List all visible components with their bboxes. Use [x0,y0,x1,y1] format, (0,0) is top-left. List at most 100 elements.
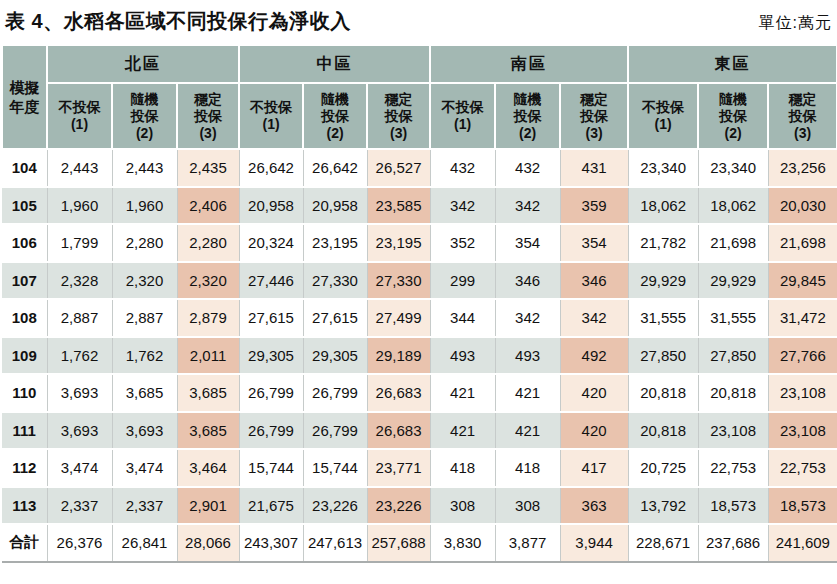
table-cell: 1,799 [47,224,112,262]
table-cell: 29,189 [367,337,430,375]
behavior-header: 隨機 投保 (2) [495,83,560,149]
behavior-header: 隨機 投保 (2) [698,83,768,149]
row-label: 111 [2,412,47,450]
table-cell: 26,799 [239,412,303,450]
table-cell: 243,307 [239,524,303,562]
table-cell: 23,771 [367,449,430,487]
row-label: 107 [2,262,47,300]
table-cell: 421 [495,374,560,412]
behavior-header: 不投保 (1) [628,83,698,149]
table-cell: 26,527 [367,149,430,187]
table-cell: 31,555 [698,299,768,337]
row-label: 112 [2,449,47,487]
table-cell: 431 [560,149,628,187]
table-cell: 241,609 [768,524,837,562]
table-cell: 26,683 [367,374,430,412]
table-cell: 15,744 [239,449,303,487]
table-cell: 21,698 [698,224,768,262]
table-cell: 2,328 [47,262,112,300]
table-cell: 2,879 [177,299,239,337]
row-label: 109 [2,337,47,375]
table-cell: 2,337 [112,487,177,525]
table-cell: 18,062 [698,187,768,225]
net-income-table: 模擬 年度 北區 中區 南區 東區 不投保 (1)隨機 投保 (2)穩定 投保 … [1,44,837,563]
table-cell: 257,688 [367,524,430,562]
behavior-header: 隨機 投保 (2) [112,83,177,149]
table-cell: 27,850 [628,337,698,375]
table-cell: 2,887 [47,299,112,337]
table-cell: 26,841 [112,524,177,562]
table-cell: 20,818 [698,374,768,412]
table-cell: 421 [430,374,495,412]
table-cell: 3,877 [495,524,560,562]
table-cell: 354 [560,224,628,262]
table-cell: 346 [560,262,628,300]
table-cell: 27,766 [768,337,837,375]
behavior-header-row: 不投保 (1)隨機 投保 (2)穩定 投保 (3)不投保 (1)隨機 投保 (2… [2,83,837,149]
table-cell: 418 [430,449,495,487]
table-cell: 20,030 [768,187,837,225]
table-title: 表 4、水稻各區域不同投保行為淨收入 [5,8,351,35]
table-cell: 352 [430,224,495,262]
table-cell: 20,818 [628,374,698,412]
table-cell: 23,108 [698,412,768,450]
table-cell: 26,642 [303,149,367,187]
table-row: 合計26,37626,84128,066243,307247,613257,68… [2,524,837,562]
table-cell: 29,305 [303,337,367,375]
table-cell: 2,443 [47,149,112,187]
table-cell: 3,693 [112,412,177,450]
table-cell: 21,698 [768,224,837,262]
table-cell: 23,226 [303,487,367,525]
table-cell: 493 [430,337,495,375]
table-cell: 31,472 [768,299,837,337]
table-cell: 2,887 [112,299,177,337]
table-head: 模擬 年度 北區 中區 南區 東區 不投保 (1)隨機 投保 (2)穩定 投保 … [2,45,837,149]
behavior-header: 隨機 投保 (2) [303,83,367,149]
table-cell: 359 [560,187,628,225]
table-cell: 29,845 [768,262,837,300]
table-cell: 2,406 [177,187,239,225]
table-cell: 20,958 [239,187,303,225]
behavior-header: 不投保 (1) [47,83,112,149]
table-cell: 3,693 [47,374,112,412]
table-cell: 3,474 [47,449,112,487]
table-cell: 1,762 [112,337,177,375]
table-cell: 1,762 [47,337,112,375]
table-row: 1072,3282,3202,32027,44627,33027,3302993… [2,262,837,300]
table-cell: 23,340 [698,149,768,187]
region-header-row: 模擬 年度 北區 中區 南區 東區 [2,45,837,83]
table-cell: 23,226 [367,487,430,525]
table-cell: 22,753 [698,449,768,487]
table-cell: 23,585 [367,187,430,225]
region-header-north: 北區 [47,45,239,83]
table-cell: 342 [495,299,560,337]
table-cell: 2,280 [112,224,177,262]
table-cell: 2,337 [47,487,112,525]
table-cell: 308 [495,487,560,525]
behavior-header: 穩定 投保 (3) [177,83,239,149]
table-cell: 26,799 [303,412,367,450]
table-cell: 26,799 [303,374,367,412]
table-row: 1113,6933,6933,68526,79926,79926,6834214… [2,412,837,450]
corner-header: 模擬 年度 [2,45,47,149]
table-cell: 27,850 [698,337,768,375]
table-cell: 432 [430,149,495,187]
behavior-header: 不投保 (1) [239,83,303,149]
unit-label: 單位:萬元 [759,13,832,34]
table-cell: 342 [430,187,495,225]
table-cell: 18,573 [698,487,768,525]
table-cell: 3,464 [177,449,239,487]
table-cell: 2,011 [177,337,239,375]
table-cell: 23,195 [303,224,367,262]
table-cell: 26,376 [47,524,112,562]
table-body: 1042,4432,4432,43526,64226,64226,5274324… [2,149,837,562]
table-row: 1042,4432,4432,43526,64226,64226,5274324… [2,149,837,187]
table-cell: 26,799 [239,374,303,412]
table-cell: 2,435 [177,149,239,187]
table-cell: 3,693 [47,412,112,450]
table-cell: 420 [560,412,628,450]
behavior-header: 穩定 投保 (3) [768,83,837,149]
table-cell: 432 [495,149,560,187]
table-cell: 22,753 [768,449,837,487]
table-cell: 2,443 [112,149,177,187]
